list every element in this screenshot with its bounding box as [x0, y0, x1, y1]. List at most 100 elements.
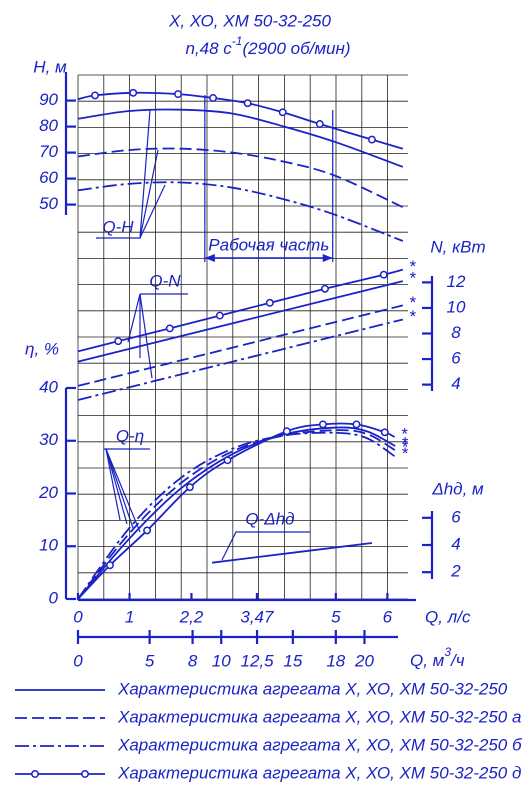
point	[379, 270, 388, 279]
x-tick-label: 5	[331, 607, 341, 626]
point	[209, 94, 218, 102]
x-axis-title: Q, л/с	[425, 607, 471, 626]
annotation-qdh: Q-Δhд	[245, 509, 294, 528]
point	[114, 337, 123, 346]
point	[282, 427, 291, 436]
curve	[77, 429, 396, 600]
chart-subtitle: n,48 с-1(2900 об/мин)	[185, 34, 350, 58]
annotation-qh: Q-H	[102, 217, 134, 236]
curve	[77, 318, 404, 401]
dh-tick-label: 4	[451, 534, 460, 553]
eta-tick-label: 30	[39, 430, 58, 449]
eta-tick-label: 0	[49, 588, 59, 607]
point	[321, 284, 329, 293]
point	[265, 298, 274, 307]
N-tick-label: 4	[451, 374, 460, 393]
n-axis-title: N, кВт	[430, 237, 485, 256]
curve	[77, 431, 396, 600]
annotation-qn: Q-N	[149, 271, 181, 290]
point	[367, 135, 376, 144]
leader	[105, 448, 141, 533]
h-axis-title: H, м	[33, 57, 67, 76]
point	[278, 108, 287, 117]
dh-tick-label: 2	[450, 562, 461, 581]
point	[174, 90, 182, 99]
x-tick-label: 0	[73, 607, 83, 626]
H-tick-label: 80	[39, 116, 58, 135]
x2-tick-label: 20	[354, 651, 374, 670]
leader	[105, 448, 128, 525]
subtitle-text: n,48 с	[185, 39, 232, 58]
x2-tick-label: 15	[283, 651, 302, 670]
point	[243, 99, 252, 108]
curve	[77, 108, 404, 168]
point	[215, 311, 224, 320]
eta-tick-label: 20	[38, 483, 58, 502]
N-tick-label: 12	[447, 272, 466, 291]
x2-tick-label: 8	[188, 651, 198, 670]
x2-tick-label: 10	[212, 651, 231, 670]
H-tick-label: 90	[39, 90, 58, 109]
point	[315, 120, 324, 128]
x-tick-label: 2,2	[179, 607, 204, 626]
x2-tick-label: 5	[145, 651, 155, 670]
x2-label-sup: 3	[444, 645, 451, 659]
leader	[139, 293, 153, 379]
end-label: *	[409, 293, 417, 312]
N-tick-label: 8	[451, 323, 461, 342]
point	[318, 420, 327, 429]
point	[106, 561, 114, 570]
legend-label: Характеристика агрегата Х, ХО, ХМ 50-32-…	[117, 735, 523, 754]
H-tick-label: 70	[39, 142, 58, 161]
dh-axis-title: Δhд, м	[431, 479, 484, 498]
curve	[77, 91, 404, 150]
x2-tick-label: 12,5	[240, 651, 274, 670]
eta-tick-label: 10	[39, 536, 58, 555]
curve	[77, 426, 396, 600]
H-tick-label: 60	[39, 168, 58, 187]
curve	[77, 181, 404, 242]
curve	[77, 147, 404, 209]
chart-title: Х, ХО, ХМ 50-32-250	[168, 11, 331, 30]
point	[91, 91, 99, 100]
x2-axis-title: Q, м3/ч	[410, 645, 465, 670]
end-label: *	[401, 434, 409, 453]
leader	[221, 531, 310, 561]
point	[129, 88, 138, 97]
legend-label: Характеристика агрегата Х, ХО, ХМ 50-32-…	[117, 679, 508, 698]
point	[185, 483, 194, 492]
point	[352, 420, 361, 429]
dh-tick-label: 6	[451, 507, 461, 526]
x-tick-label: 3,47	[240, 607, 274, 626]
curve	[77, 304, 404, 387]
point	[143, 526, 152, 535]
end-label: *	[401, 438, 409, 457]
x2-label: Q, м	[410, 651, 445, 670]
end-label: *	[401, 425, 409, 444]
leader	[139, 184, 166, 239]
N-tick-label: 10	[447, 297, 466, 316]
point	[165, 324, 174, 333]
point	[380, 428, 389, 437]
legend-marker	[81, 770, 89, 778]
subtitle-sup: -1	[232, 34, 243, 48]
legend-marker	[31, 770, 39, 778]
x-tick-label: 6	[383, 607, 393, 626]
H-tick-label: 50	[39, 194, 58, 213]
legend-label: Характеристика агрегата Х, ХО, ХМ 50-32-…	[117, 707, 521, 726]
curve	[77, 422, 396, 600]
x2-tick-label: 0	[73, 651, 83, 670]
subtitle-rest: (2900 об/мин)	[242, 39, 350, 58]
point	[223, 456, 232, 465]
curve	[77, 280, 404, 363]
x2-tick-label: 18	[326, 651, 345, 670]
end-label: *	[409, 307, 417, 326]
legend: Характеристика агрегата Х, ХО, ХМ 50-32-…	[15, 679, 523, 782]
x2-label-rest: /ч	[450, 651, 465, 670]
N-tick-label: 6	[451, 349, 461, 368]
x-tick-label: 1	[125, 607, 134, 626]
work-label: Рабочая часть	[208, 235, 329, 254]
eta-axis-title: η, %	[25, 339, 59, 358]
leader	[105, 448, 134, 529]
